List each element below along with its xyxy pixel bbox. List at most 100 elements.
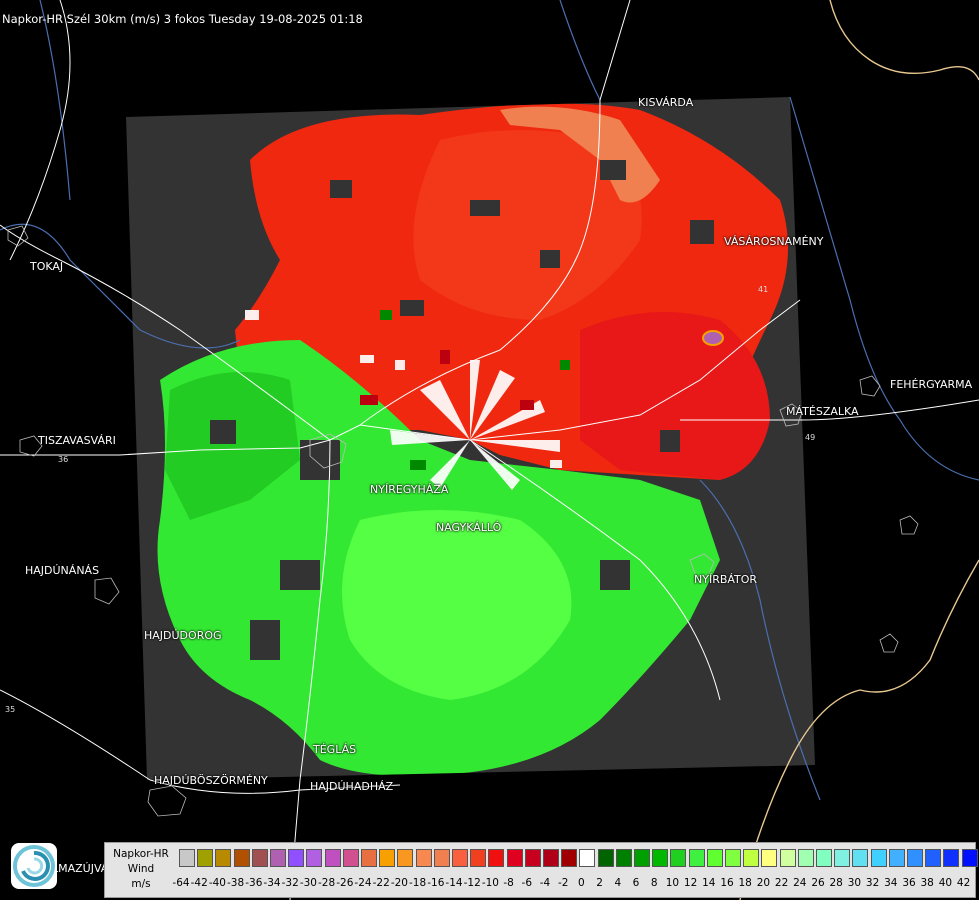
legend-title: Napkor-HR Wind m/s	[105, 847, 177, 892]
legend-swatch	[488, 849, 505, 867]
city-label-partial: LMAZÚJVÁR	[52, 862, 116, 875]
legend-swatch	[197, 849, 214, 867]
legend-tick-label: 22	[774, 877, 789, 889]
legend-tick-label: 24	[793, 877, 807, 889]
echo-green-west	[165, 372, 300, 520]
legend-tick-label: 18	[738, 877, 752, 889]
legend-swatch	[270, 849, 286, 867]
settlement-outlines	[7, 225, 919, 817]
city-label-hajdudorog: HAJDÚDOROG	[144, 629, 222, 642]
legend-tick-label: -20	[390, 877, 408, 889]
legend-swatch	[433, 849, 450, 867]
city-label-mateszalka: MÁTÉSZALKA	[786, 405, 859, 418]
legend-tick-label: -22	[372, 877, 390, 889]
legend-tick-label: -2	[557, 877, 569, 889]
legend-swatch	[397, 849, 414, 867]
legend-tick-label: 36	[902, 877, 916, 889]
national-border	[739, 0, 979, 900]
legend-tick-label: -42	[190, 877, 208, 889]
legend-swatch	[215, 849, 232, 867]
legend-swatch	[706, 849, 723, 867]
legend-swatch	[634, 849, 650, 867]
city-label-nagykallo: NAGYKÁLLÓ	[436, 521, 502, 534]
legend-swatch	[688, 849, 705, 867]
legend-swatch	[852, 849, 869, 867]
legend-swatch	[470, 849, 487, 867]
legend-swatch	[524, 849, 541, 867]
legend-swatch	[361, 849, 377, 867]
city-label-hajduhadhaz: HAJDÚHADHÁZ	[310, 780, 394, 793]
echo-green-core	[342, 510, 572, 700]
legend-swatch	[379, 849, 396, 867]
legend-swatch	[907, 849, 923, 867]
legend-tick-label: -30	[299, 877, 317, 889]
legend-tick-label: 12	[683, 877, 698, 889]
legend-tick-label: 40	[938, 877, 953, 889]
legend-tick-label: 28	[829, 877, 843, 889]
legend-swatch	[961, 849, 978, 867]
legend-tick-label: 38	[920, 877, 934, 889]
echo-gaps	[210, 160, 714, 660]
legend-tick-label: -26	[336, 877, 354, 889]
legend-swatch	[797, 849, 814, 867]
legend-tick-label: 26	[811, 877, 825, 889]
legend-title-line: m/s	[131, 878, 151, 890]
legend-swatch	[725, 849, 741, 867]
legend-tick-label: 20	[756, 877, 771, 889]
legend-swatch	[579, 849, 596, 867]
legend-tick-label: -64	[172, 877, 190, 889]
legend-tick-label: 0	[578, 877, 585, 889]
map-title: Napkor-HR Szél 30km (m/s) 3 fokos Tuesda…	[2, 12, 363, 26]
rivers	[0, 0, 979, 801]
city-label-vasarosnameny: VÁSÁROSNAMÉNY	[724, 235, 824, 248]
legend-tick-label: 42	[956, 877, 971, 889]
legend-swatch	[288, 849, 305, 867]
city-label-tiszavasvari: TISZAVASVÁRI	[38, 434, 116, 447]
color-legend: Napkor-HR Wind m/s -64 -42 -40 -38 -36 -34 -32…	[104, 842, 978, 898]
legend-tick-label: 30	[847, 877, 862, 889]
legend-tick-label: 14	[702, 877, 716, 889]
echo-center-dark-red	[360, 350, 534, 410]
legend-tick-label: -24	[354, 877, 372, 889]
legend-tick-label: -12	[463, 877, 481, 889]
legend-tick-label: -28	[318, 877, 336, 889]
echo-red-core	[413, 130, 642, 320]
city-label-hajduboszormeny: HAJDÚBÖSZÖRMÉNY	[154, 774, 268, 787]
legend-swatch	[670, 849, 687, 867]
road-number-36: 36	[58, 455, 68, 464]
legend-swatch	[779, 849, 796, 867]
legend-tick-label: -40	[208, 877, 226, 889]
city-label-hajdunanas: HAJDÚNÁNÁS	[25, 564, 100, 577]
legend-tick-label: -34	[263, 877, 281, 889]
legend-title-line: Napkor-HR	[113, 848, 169, 860]
legend-tick-label: 6	[632, 877, 640, 889]
legend-tick-label: 2	[596, 877, 603, 889]
legend-tick-label: -16	[427, 877, 445, 889]
legend-swatch	[324, 849, 341, 867]
legend-swatch	[597, 849, 614, 867]
legend-swatch	[743, 849, 760, 867]
legend-tick-label: 32	[865, 877, 880, 889]
legend-swatch	[561, 849, 578, 867]
legend-swatch	[615, 849, 632, 867]
city-label-teglas: TÉGLÁS	[313, 743, 357, 756]
legend-tick-label: -4	[539, 877, 551, 889]
legend-swatch	[251, 849, 268, 867]
legend-tick-label: -18	[409, 877, 427, 889]
legend-tick-label: -14	[445, 877, 463, 889]
legend-swatch	[834, 849, 851, 867]
legend-swatch	[506, 849, 523, 867]
legend-swatch	[543, 849, 559, 867]
city-label-kisvarda: KISVÁRDA	[638, 96, 694, 109]
road-number-49: 49	[805, 433, 815, 442]
legend-swatch	[415, 849, 432, 867]
legend-tick-label: -10	[481, 877, 499, 889]
road-number-35: 35	[5, 705, 15, 714]
napkor-logo	[11, 843, 57, 889]
legend-tick-label: -36	[245, 877, 263, 889]
legend-tick-label: 4	[614, 877, 622, 889]
legend-tick-label: -38	[227, 877, 245, 889]
road-number-41: 41	[758, 285, 768, 294]
